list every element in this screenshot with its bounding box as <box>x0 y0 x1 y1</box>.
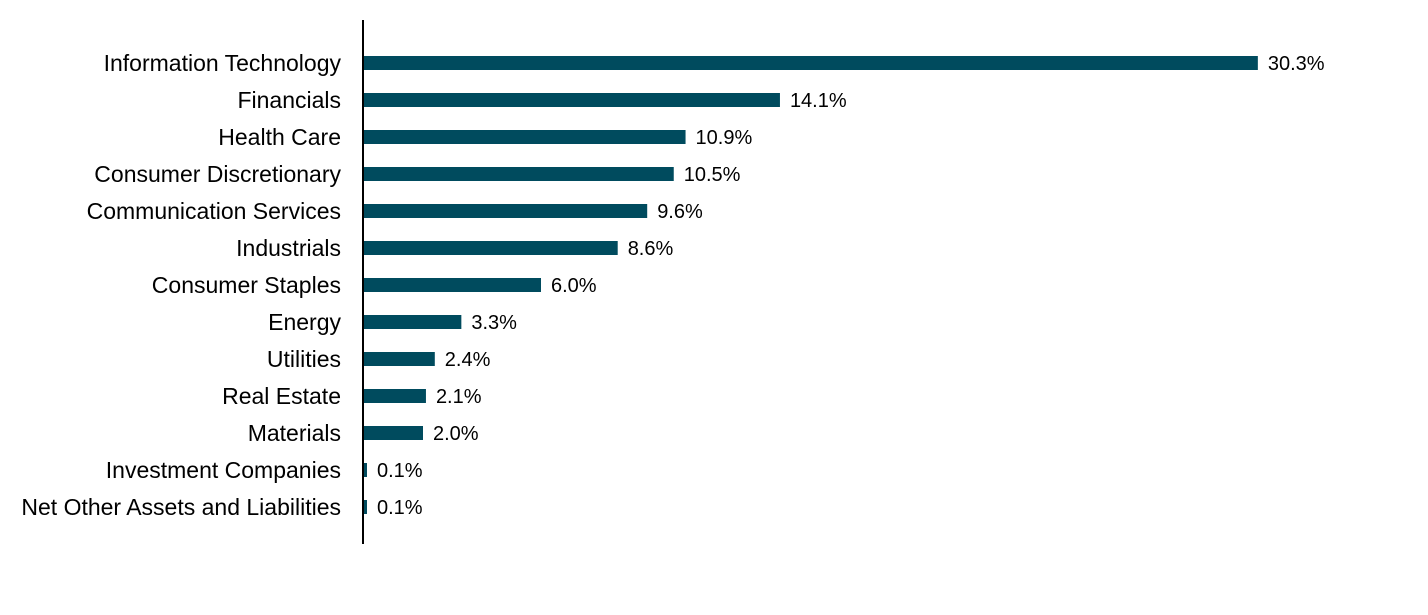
category-label-energy: Energy <box>268 309 341 335</box>
value-label-real-estate: 2.1% <box>436 386 482 408</box>
bars-layer <box>364 56 1258 514</box>
category-label-utilities: Utilities <box>267 346 341 372</box>
bar-communication-services <box>364 204 648 218</box>
bar-financials <box>364 93 780 107</box>
value-label-health-care: 10.9% <box>696 127 753 149</box>
bar-real-estate <box>364 389 426 403</box>
bar-net-other-assets-and-liabilities <box>364 500 367 514</box>
category-label-investment-companies: Investment Companies <box>106 457 341 483</box>
bar-materials <box>364 426 423 440</box>
bar-information-technology <box>364 56 1258 70</box>
bar-consumer-staples <box>364 278 541 292</box>
category-label-net-other-assets-and-liabilities: Net Other Assets and Liabilities <box>21 494 341 520</box>
bar-health-care <box>364 130 686 144</box>
value-label-industrials: 8.6% <box>628 238 674 260</box>
category-label-communication-services: Communication Services <box>87 198 341 224</box>
category-label-consumer-staples: Consumer Staples <box>152 272 341 298</box>
category-label-health-care: Health Care <box>218 124 341 150</box>
category-label-real-estate: Real Estate <box>222 383 341 409</box>
value-label-utilities: 2.4% <box>445 349 491 371</box>
value-label-consumer-staples: 6.0% <box>551 275 597 297</box>
value-label-net-other-assets-and-liabilities: 0.1% <box>377 497 423 519</box>
category-label-information-technology: Information Technology <box>104 50 342 76</box>
bar-utilities <box>364 352 435 366</box>
bar-consumer-discretionary <box>364 167 674 181</box>
value-label-investment-companies: 0.1% <box>377 460 423 482</box>
category-label-consumer-discretionary: Consumer Discretionary <box>94 161 341 187</box>
category-label-financials: Financials <box>237 87 341 113</box>
value-label-financials: 14.1% <box>790 90 847 112</box>
value-label-energy: 3.3% <box>471 312 517 334</box>
value-label-materials: 2.0% <box>433 423 479 445</box>
value-label-communication-services: 9.6% <box>657 201 703 223</box>
category-label-industrials: Industrials <box>236 235 341 261</box>
bar-industrials <box>364 241 618 255</box>
labels-layer: Information Technology 30.3% Financials 14.… <box>21 50 1324 520</box>
value-label-information-technology: 30.3% <box>1268 53 1325 75</box>
value-label-consumer-discretionary: 10.5% <box>684 164 741 186</box>
bar-investment-companies <box>364 463 367 477</box>
category-label-materials: Materials <box>248 420 341 446</box>
bar-energy <box>364 315 462 329</box>
